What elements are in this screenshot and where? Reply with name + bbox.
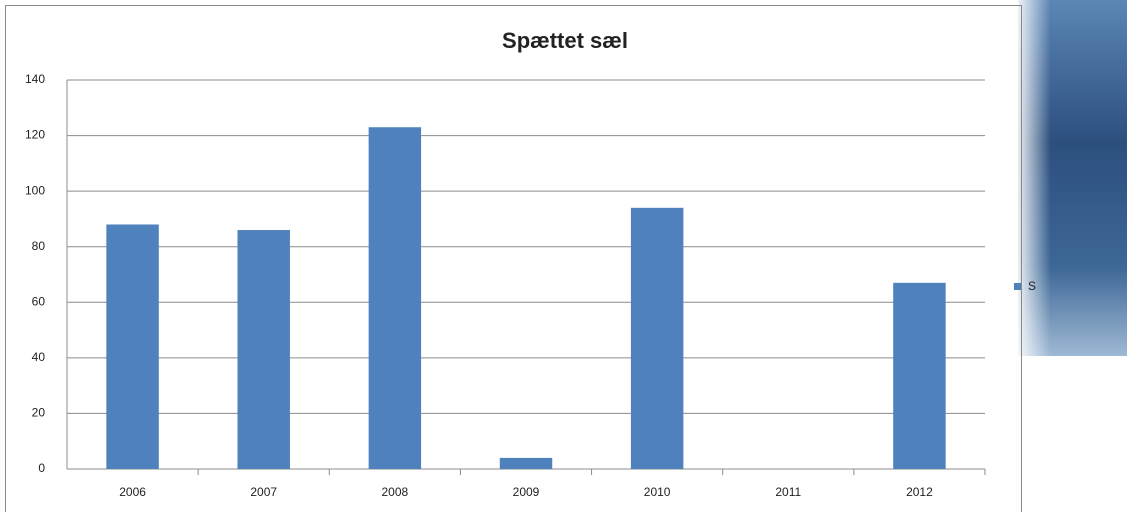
- y-tick-label: 80: [32, 239, 46, 253]
- x-tick-label: 2011: [775, 485, 801, 499]
- y-tick-label: 140: [25, 72, 45, 86]
- x-tick-label: 2009: [513, 485, 540, 499]
- bar: [106, 224, 159, 469]
- y-tick-label: 100: [25, 183, 45, 197]
- bar: [893, 282, 946, 469]
- x-tick-label: 2008: [382, 485, 409, 499]
- y-tick-label: 40: [32, 350, 46, 364]
- x-tick-label: 2012: [906, 485, 933, 499]
- bar: [368, 127, 422, 469]
- bar: [630, 207, 684, 470]
- bar: [237, 230, 290, 469]
- y-tick-label: 20: [32, 406, 46, 420]
- x-tick-label: 2006: [119, 485, 146, 499]
- y-tick-label: 120: [25, 128, 45, 142]
- y-tick-label: 0: [38, 461, 45, 475]
- chart-frame: [5, 5, 1022, 512]
- x-tick-label: 2007: [250, 485, 277, 499]
- chart-title: Spættet sæl: [502, 28, 628, 53]
- legend-text: S: [1028, 279, 1036, 293]
- y-tick-label: 60: [32, 294, 46, 308]
- bar: [499, 457, 553, 469]
- image-fade: [1018, 0, 1127, 356]
- legend-swatch: [1014, 283, 1021, 290]
- x-tick-label: 2010: [644, 485, 671, 499]
